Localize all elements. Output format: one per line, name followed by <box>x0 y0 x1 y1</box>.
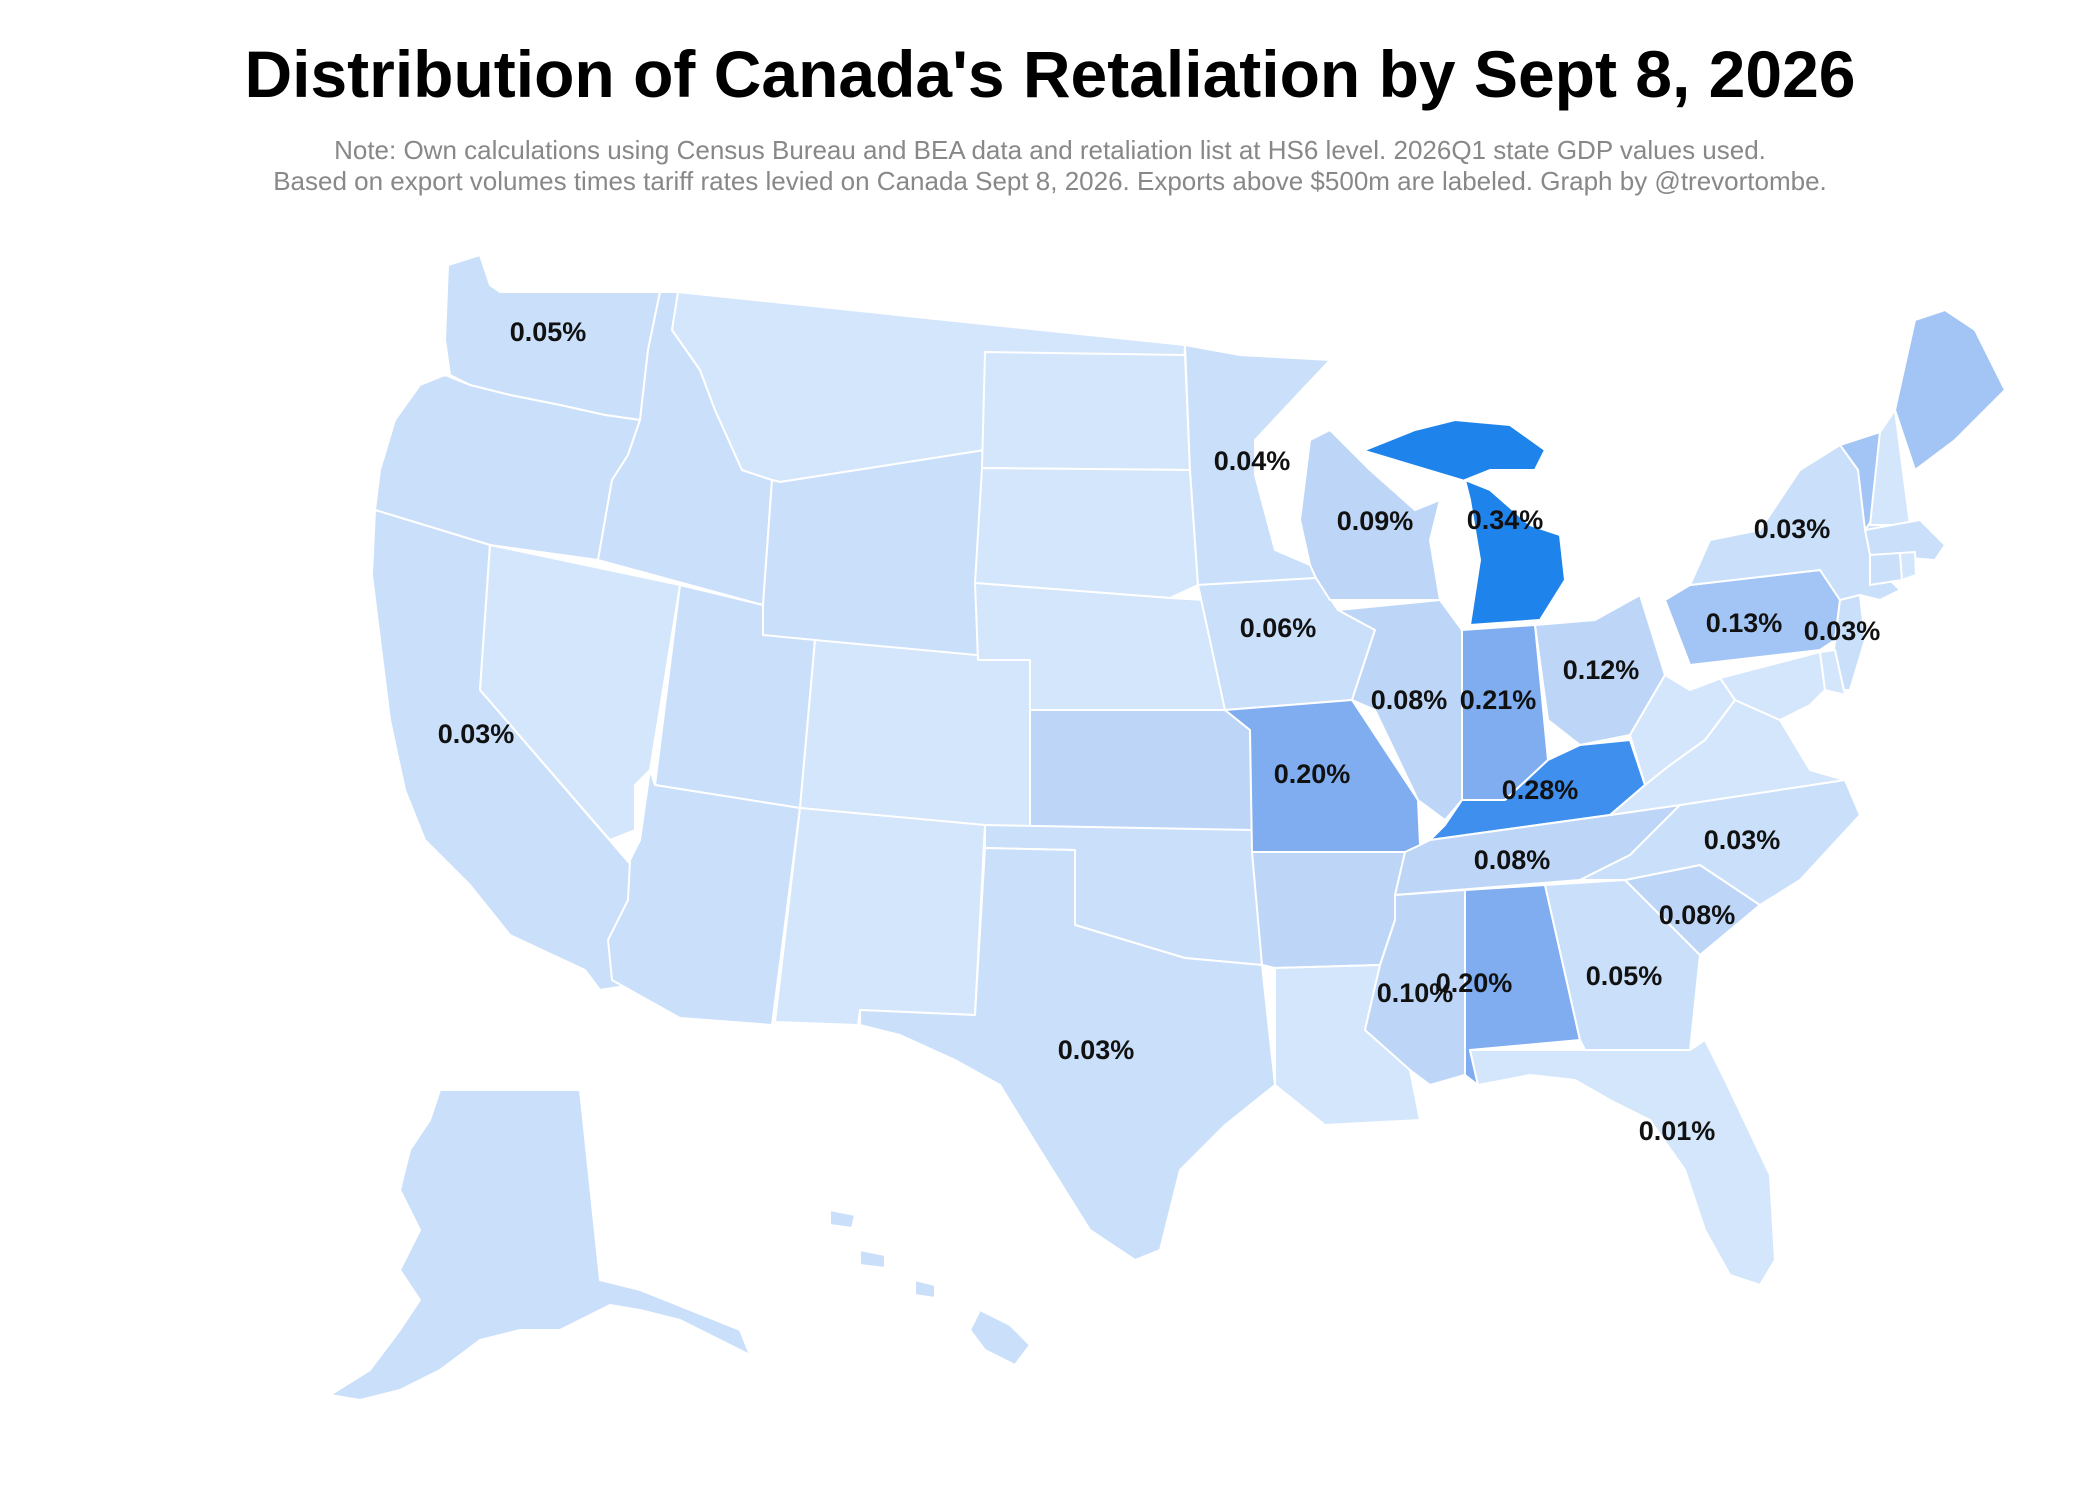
state-label-il: 0.08% <box>1371 685 1448 715</box>
state-mi <box>1364 419 1566 626</box>
note-line-2: Based on export volumes times tariff rat… <box>273 166 1827 196</box>
state-wi <box>1299 429 1441 601</box>
state-il <box>1337 599 1463 821</box>
state-label-fl: 0.01% <box>1639 1116 1716 1146</box>
state-label-mo: 0.20% <box>1274 759 1351 789</box>
state-label-tx: 0.03% <box>1058 1035 1135 1065</box>
state-tx <box>859 847 1276 1261</box>
state-nv <box>479 544 681 841</box>
state-ks <box>1029 709 1253 831</box>
states-layer <box>329 254 2006 1401</box>
state-label-ny: 0.03% <box>1754 514 1831 544</box>
state-sd <box>974 467 1199 599</box>
state-ct <box>1869 552 1903 586</box>
state-ar <box>1251 851 1406 969</box>
note-line-1: Note: Own calculations using Census Bure… <box>334 135 1766 165</box>
state-hi <box>829 1209 1031 1366</box>
state-fl <box>1469 1039 1776 1286</box>
state-label-ia: 0.06% <box>1240 613 1317 643</box>
state-label-ms: 0.10% <box>1377 978 1454 1008</box>
state-label-nc: 0.03% <box>1704 825 1781 855</box>
state-co <box>799 639 1031 831</box>
state-nc <box>1579 779 1861 906</box>
state-label-wi: 0.09% <box>1337 506 1414 536</box>
state-label-wa: 0.05% <box>510 317 587 347</box>
state-az <box>607 769 801 1026</box>
state-nd <box>981 351 1191 471</box>
state-label-nj: 0.03% <box>1804 616 1881 646</box>
state-label-ga: 0.05% <box>1586 961 1663 991</box>
map-title: Distribution of Canada's Retaliation by … <box>244 37 1856 111</box>
state-me <box>1894 309 2006 471</box>
state-ma <box>1864 519 1946 561</box>
state-wy <box>762 449 986 661</box>
state-mn <box>1184 344 1331 586</box>
state-label-ca: 0.03% <box>438 719 515 749</box>
state-ri <box>1899 551 1917 581</box>
state-label-oh: 0.12% <box>1563 655 1640 685</box>
state-label-pa: 0.13% <box>1706 608 1783 638</box>
state-label-mn: 0.04% <box>1214 446 1291 476</box>
state-label-sc: 0.08% <box>1659 900 1736 930</box>
state-label-al: 0.20% <box>1436 968 1513 998</box>
state-ak <box>329 1089 751 1401</box>
state-de <box>1819 649 1846 696</box>
state-label-in: 0.21% <box>1460 685 1537 715</box>
state-vt <box>1839 431 1881 531</box>
labels-layer: 0.05% 0.03% 0.03% 0.04% 0.06% 0.20% 0.09% 0.08%… <box>438 317 1881 1146</box>
state-label-mi: 0.34% <box>1467 505 1544 535</box>
state-label-ky: 0.28% <box>1502 775 1579 805</box>
state-nm <box>774 807 986 1026</box>
state-label-tn: 0.08% <box>1474 845 1551 875</box>
